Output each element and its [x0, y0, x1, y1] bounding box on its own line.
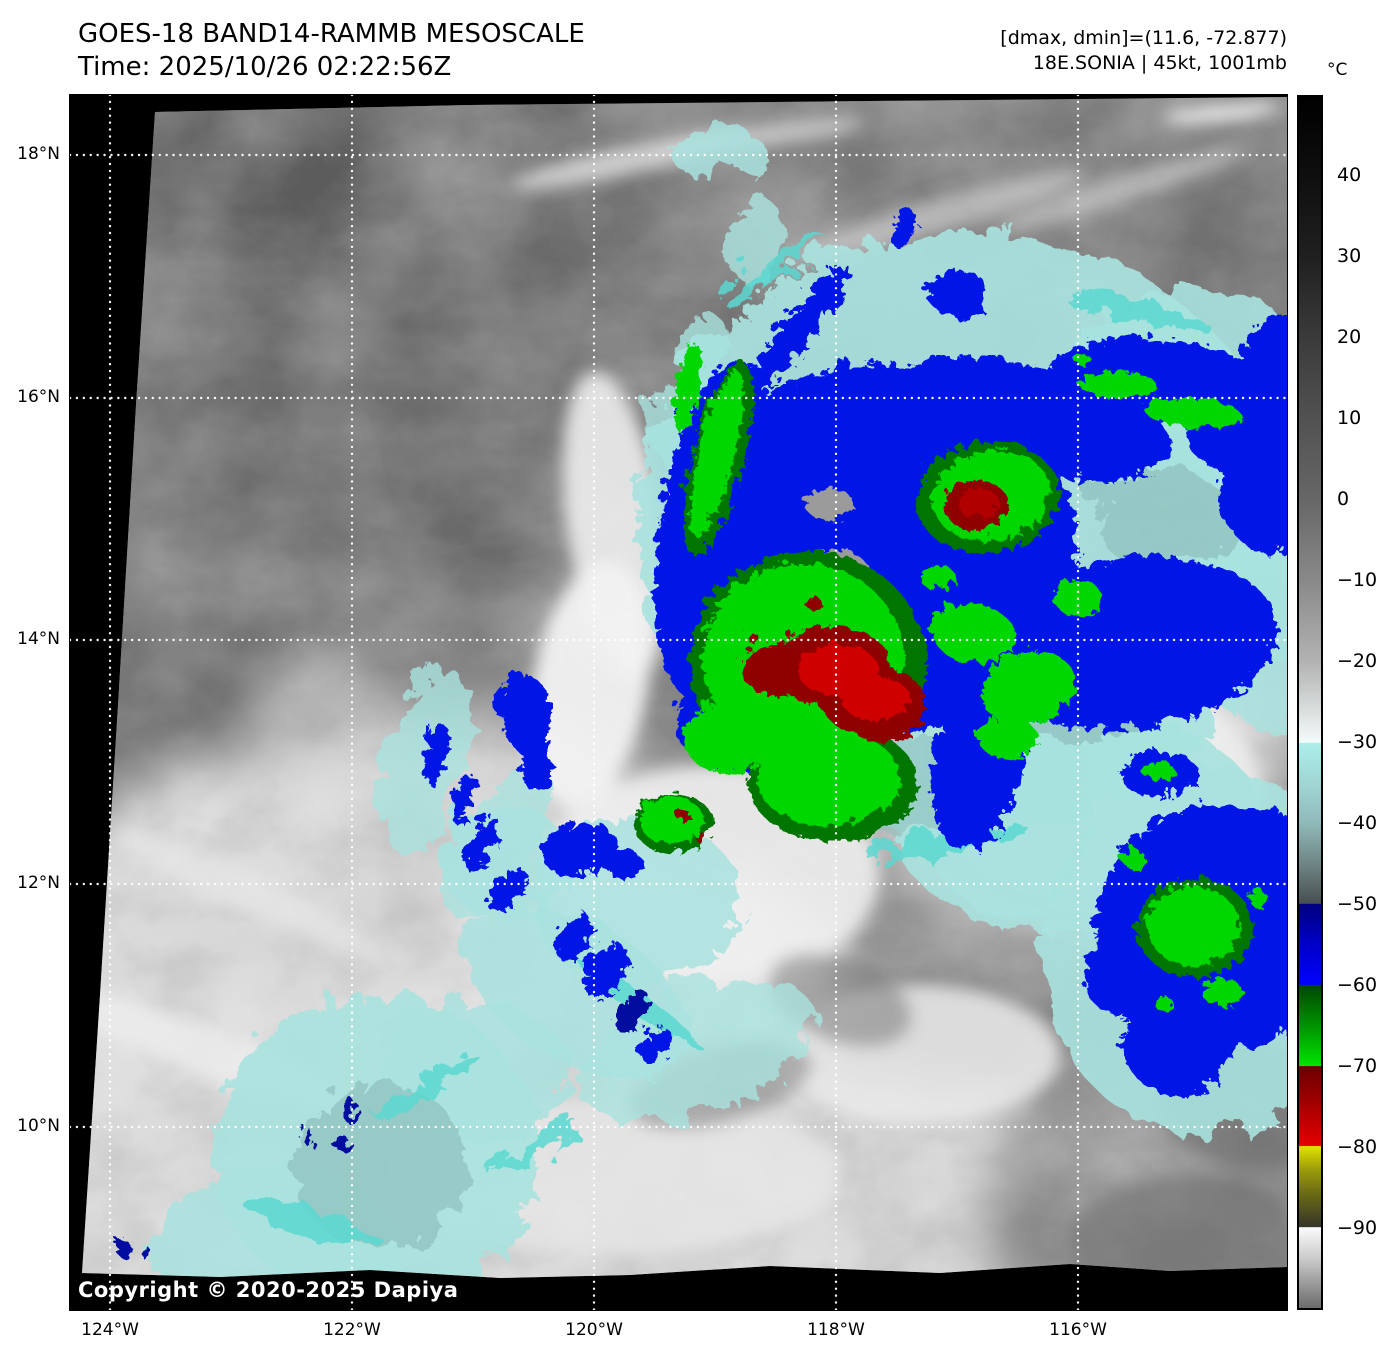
map-lat_ticks-label: 10°N [17, 1116, 60, 1137]
colorbar-ticks-label: −30 [1337, 730, 1378, 753]
colorbar-ticks-label: −50 [1337, 893, 1378, 916]
colorbar-ticks-label: −90 [1337, 1216, 1378, 1239]
colorbar-ticks-label: −40 [1337, 812, 1378, 834]
map-lon_ticks-label: 118°W [807, 1320, 865, 1340]
map-lon_ticks-label: 116°W [1049, 1320, 1107, 1340]
colorbar-ticks-label: 40 [1337, 164, 1362, 187]
data-region [82, 97, 1287, 1278]
satellite-image-svg [70, 95, 1287, 1310]
colorbar-ticks-label: 30 [1337, 244, 1362, 267]
colorbar-ticks-label: −20 [1337, 650, 1378, 673]
colorbar-unit-label: °C [1327, 60, 1348, 80]
map-lon_ticks-label: 124°W [81, 1320, 139, 1340]
map-lat_ticks-label: 18°N [17, 144, 60, 165]
colorbar-gradient [1299, 97, 1321, 1308]
satellite-map: Copyright © 2020-2025 Dapiya [69, 94, 1288, 1311]
longitude-axis: 124°W 122°W 120°W 118°W 116°W [70, 1320, 1287, 1344]
map-lon_ticks-label: 120°W [565, 1320, 623, 1340]
graticule [70, 95, 1287, 1310]
latitude-axis: 18°N 16°N 14°N 12°N 10°N [0, 95, 64, 1310]
colorbar [1297, 95, 1323, 1310]
dmax-dmin-readout: [dmax, dmin]=(11.6, -72.877) [1000, 27, 1287, 49]
colorbar-ticks-label: −70 [1337, 1055, 1378, 1077]
copyright-notice: Copyright © 2020-2025 Dapiya [78, 1278, 459, 1302]
map-lat_ticks-label: 14°N [17, 629, 60, 650]
map-lon_ticks-label: 122°W [323, 1320, 381, 1340]
colorbar-tick-labels: 40 30 20 10 0 −10 −20 −30 −40 −50 −60 −70 −80 −90 [1337, 95, 1389, 1310]
timestamp: Time: 2025/10/26 02:22:56Z [78, 52, 452, 82]
header-left: GOES-18 BAND14-RAMMB MESOSCALE Time: 202… [78, 18, 585, 84]
colorbar-ticks-label: −80 [1337, 1136, 1378, 1159]
colorbar-ticks-label: −10 [1337, 569, 1378, 591]
map-lat_ticks-label: 16°N [17, 387, 60, 408]
colorbar-ticks-label: 10 [1337, 407, 1362, 430]
colorbar-ticks-label: 0 [1337, 487, 1350, 510]
page-title: GOES-18 BAND14-RAMMB MESOSCALE [78, 19, 585, 49]
map-lat_ticks-label: 12°N [17, 873, 60, 894]
header-right: [dmax, dmin]=(11.6, -72.877) 18E.SONIA |… [1000, 26, 1287, 76]
storm-info: 18E.SONIA | 45kt, 1001mb [1032, 52, 1287, 74]
colorbar-ticks-label: −60 [1337, 973, 1378, 996]
red-overshooting-tops [673, 476, 1005, 840]
colorbar-ticks-label: 20 [1337, 326, 1362, 348]
